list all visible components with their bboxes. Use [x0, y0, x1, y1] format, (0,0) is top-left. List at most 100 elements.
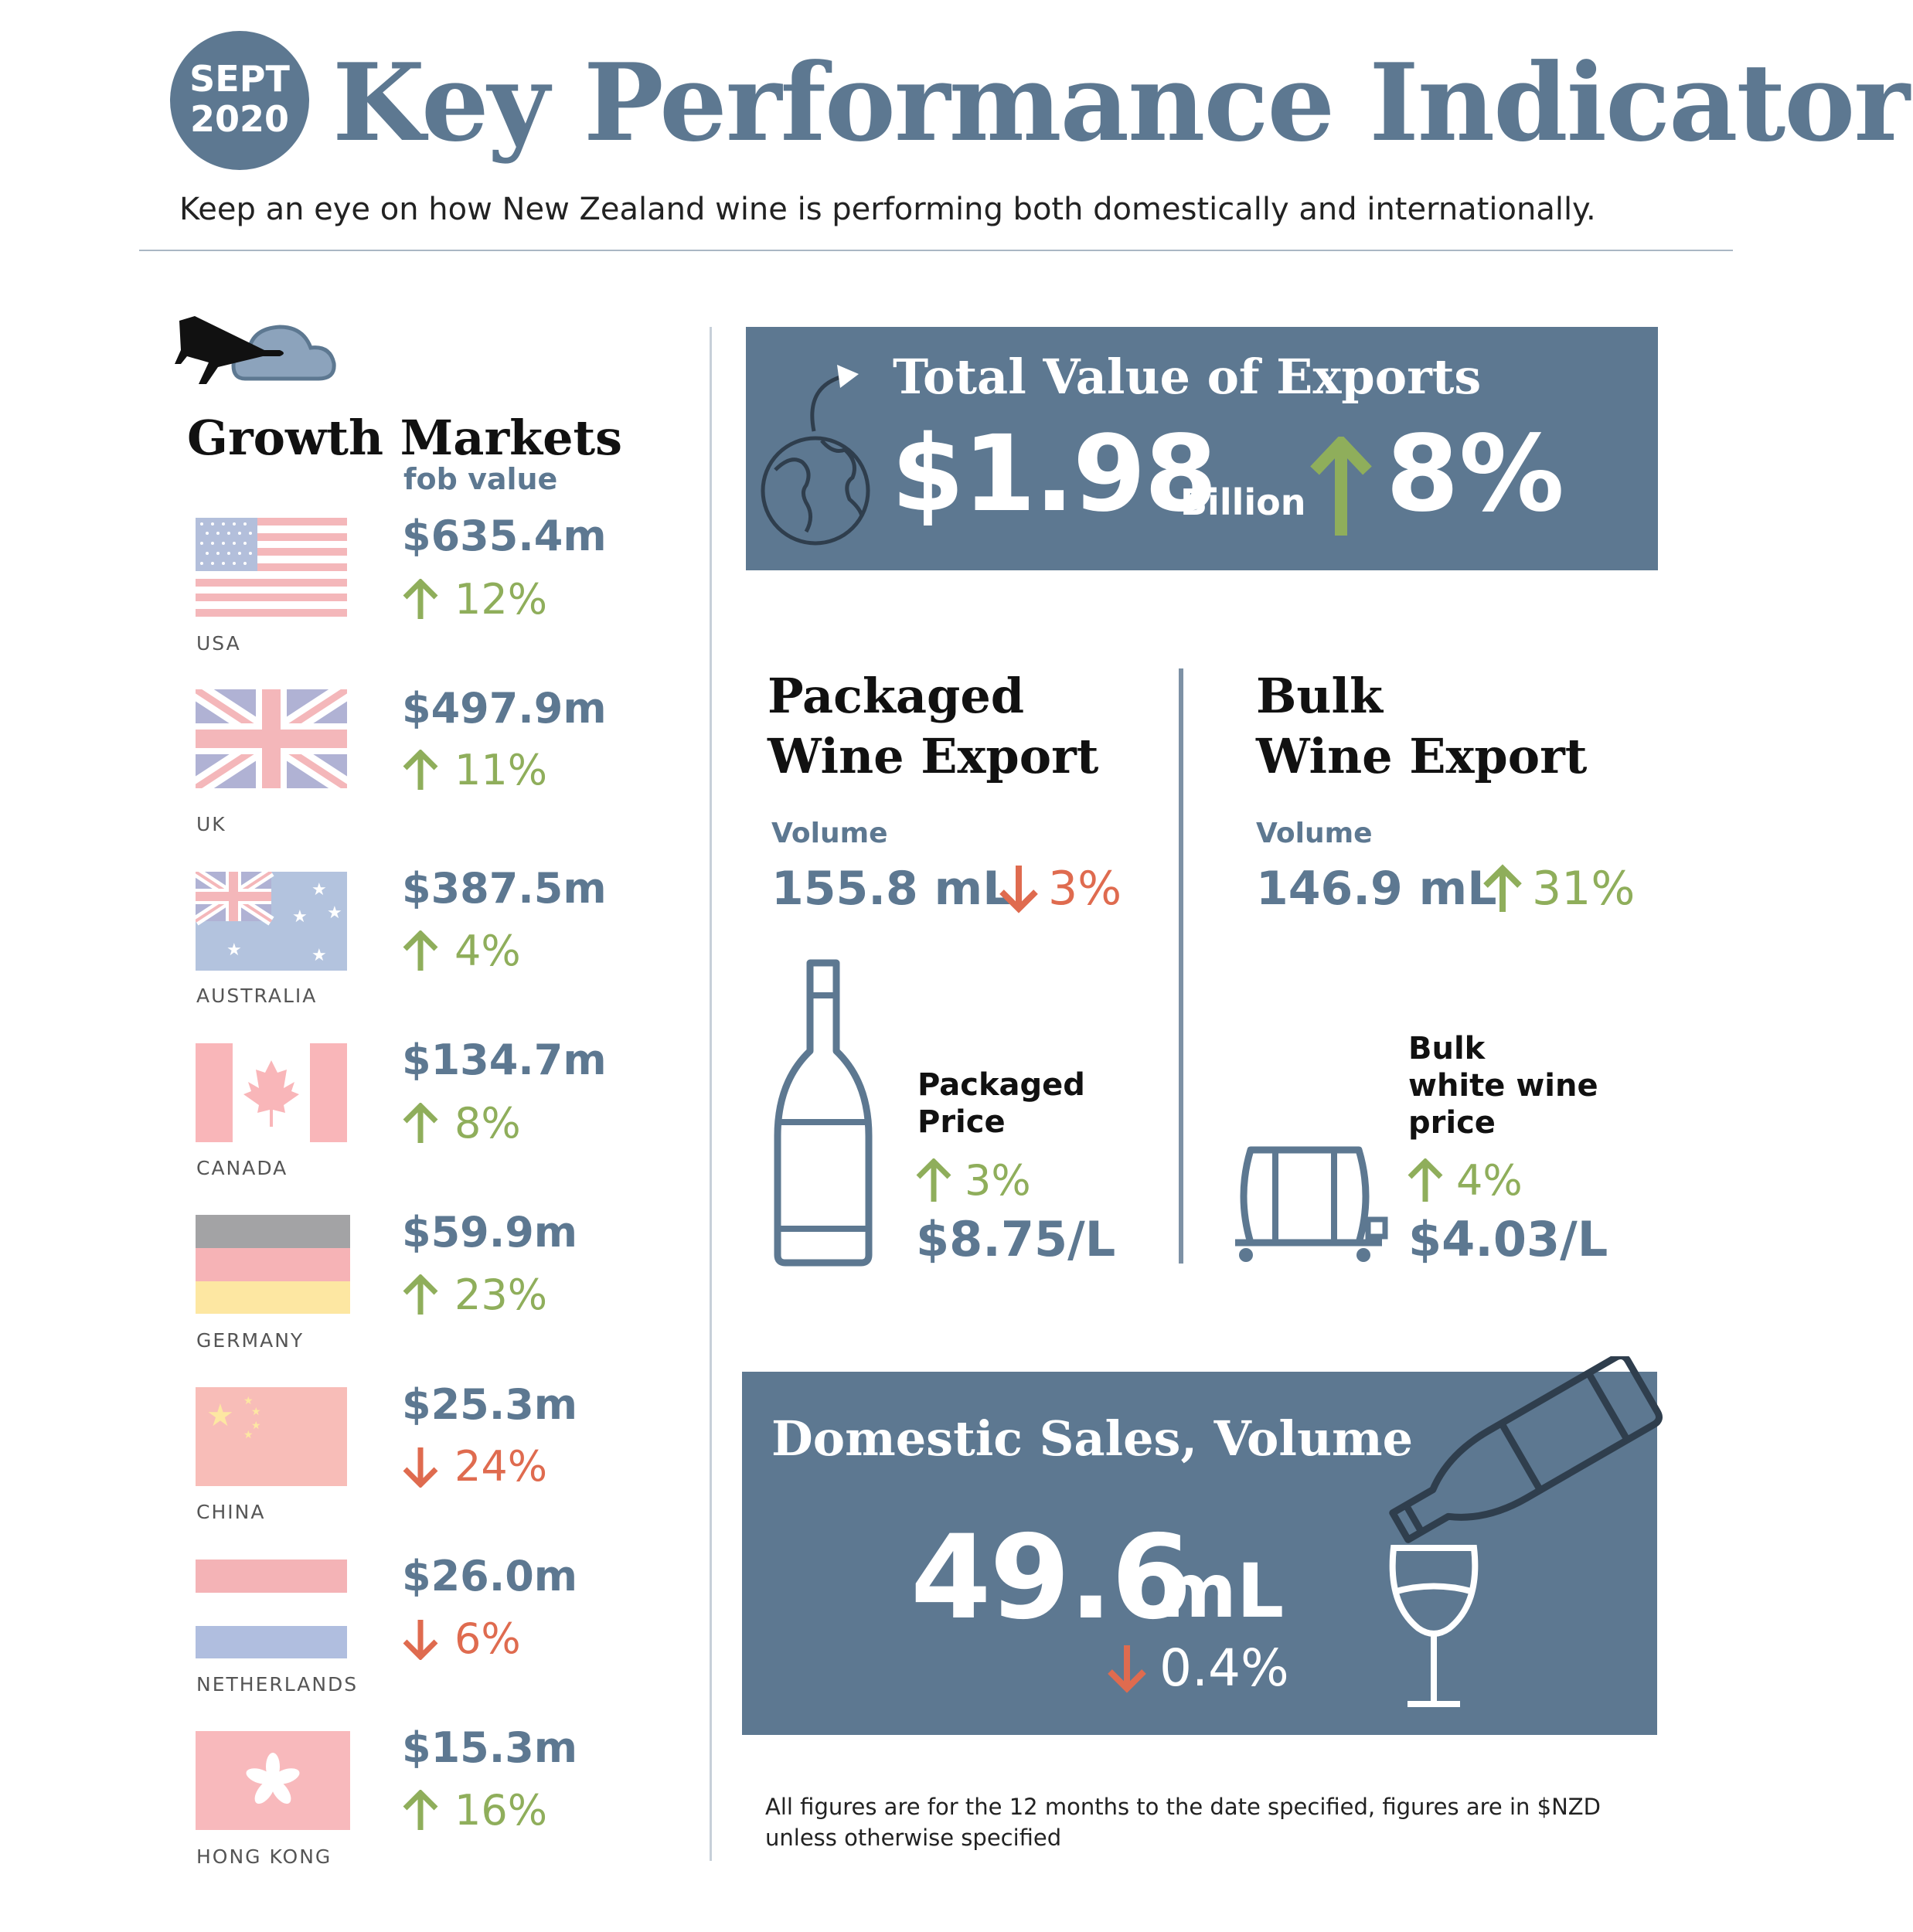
svg-text:★: ★ [311, 946, 327, 965]
market-change-netherlands: 6% [400, 1614, 521, 1663]
packaged-price-change: 3% [914, 1156, 1031, 1205]
domestic-unit: mL [1159, 1548, 1285, 1634]
market-change-australia: 4% [400, 927, 521, 975]
total-exports-panel: Total Value of Exports $1.98 Billion 8% [746, 327, 1658, 570]
bulk-price-label: Bulk white wine price [1408, 1030, 1598, 1141]
country-name-usa: USA [196, 632, 241, 655]
market-change-value: 16% [454, 1786, 548, 1835]
plane-cloud-icon [175, 316, 336, 384]
bulk-title-line1: Bulk [1256, 668, 1383, 724]
packaged-volume-change-value: 3% [1048, 862, 1122, 916]
globe-icon [761, 365, 870, 546]
arrow-up-icon [403, 749, 438, 790]
bulk-price: $4.03/L [1408, 1211, 1608, 1267]
country-name-china: CHINA [196, 1501, 266, 1523]
bulk-price-change: 4% [1405, 1156, 1523, 1205]
arrow-down-icon [403, 1447, 438, 1488]
domestic-value: 49.6 [911, 1511, 1192, 1645]
bulk-volume-label: Volume [1256, 818, 1373, 849]
arrow-up-icon [916, 1158, 951, 1202]
market-change-value: 8% [454, 1099, 521, 1148]
flag-netherlands [196, 1560, 347, 1658]
arrow-up-icon [403, 1789, 438, 1830]
svg-text:★: ★ [243, 1395, 254, 1407]
wine-barrel-icon [1235, 1146, 1388, 1262]
bulk-price-label-line2: white wine [1408, 1068, 1598, 1104]
total-exports-change: 8% [1386, 413, 1564, 536]
market-change-value: 4% [454, 927, 521, 975]
svg-text:★: ★ [311, 880, 327, 900]
packaged-price: $8.75/L [916, 1211, 1116, 1267]
date-badge: SEPT 2020 [170, 31, 309, 170]
svg-text:★: ★ [243, 1429, 254, 1441]
market-change-uk: 11% [400, 746, 547, 794]
domestic-change: 0.4% [1105, 1638, 1289, 1698]
market-change-value: 12% [454, 575, 548, 624]
packaged-price-label-line2: Price [917, 1104, 1006, 1140]
market-change-value: 24% [454, 1442, 548, 1491]
market-change-canada: 8% [400, 1099, 521, 1148]
country-name-canada: CANADA [196, 1157, 288, 1179]
arrow-up-icon [1310, 437, 1372, 536]
arrow-down-icon [999, 866, 1038, 913]
bulk-volume-change-value: 31% [1532, 862, 1636, 916]
bulk-volume: 146.9 mL [1256, 862, 1497, 916]
market-value-canada: $134.7m [402, 1036, 607, 1084]
market-value-hong-kong: $15.3m [402, 1723, 578, 1772]
flag-uk [196, 689, 347, 788]
market-value-china: $25.3m [402, 1380, 578, 1429]
bulk-volume-change: 31% [1481, 862, 1635, 916]
bulk-price-label-line1: Bulk [1408, 1031, 1486, 1066]
flag-australia: ★★★ ★★ [196, 872, 347, 971]
flag-china: ★ ★★ ★★ [196, 1387, 347, 1486]
market-change-germany: 23% [400, 1270, 547, 1319]
packaged-title: Packaged Wine Export [768, 666, 1098, 787]
arrow-up-icon [403, 1102, 438, 1143]
svg-text:★: ★ [327, 903, 342, 923]
svg-text:★: ★ [292, 907, 308, 927]
country-name-australia: AUSTRALIA [196, 985, 318, 1007]
flag-canada [196, 1043, 347, 1142]
market-change-usa: 12% [400, 575, 547, 624]
total-exports-title: Total Value of Exports [893, 349, 1482, 405]
market-change-china: 24% [400, 1442, 547, 1491]
country-name-hong-kong: HONG KONG [196, 1845, 332, 1868]
packaged-volume-label: Volume [771, 818, 888, 849]
footnote: All figures are for the 12 months to the… [765, 1794, 1601, 1851]
market-value-usa: $635.4m [402, 512, 607, 560]
growth-markets-subtitle: fob value [403, 462, 558, 496]
packaged-volume-change: 3% [997, 862, 1122, 916]
arrow-up-icon [403, 578, 438, 619]
arrow-up-icon [403, 930, 438, 971]
market-change-value: 23% [454, 1270, 548, 1319]
page-subtitle: Keep an eye on how New Zealand wine is p… [179, 192, 1596, 227]
packaged-price-change-value: 3% [965, 1156, 1031, 1205]
market-change-hong-kong: 16% [400, 1786, 547, 1835]
svg-text:★: ★ [226, 940, 242, 960]
market-value-netherlands: $26.0m [402, 1552, 578, 1600]
domestic-change-value: 0.4% [1159, 1638, 1289, 1698]
flag-germany [196, 1215, 350, 1314]
svg-text:★: ★ [251, 1420, 261, 1432]
flag-hong-kong [196, 1731, 350, 1830]
arrow-up-icon [1408, 1158, 1443, 1202]
flag-usa [196, 518, 347, 617]
arrow-down-icon [1108, 1645, 1146, 1693]
wine-bottle-icon [774, 959, 873, 1267]
bulk-title: Bulk Wine Export [1256, 666, 1587, 787]
total-exports-unit: Billion [1180, 481, 1306, 523]
bulk-title-line2: Wine Export [1256, 728, 1588, 784]
packaged-price-label-line1: Packaged [917, 1067, 1085, 1103]
domestic-title: Domestic Sales, Volume [771, 1410, 1414, 1467]
country-name-netherlands: NETHERLANDS [196, 1673, 359, 1696]
arrow-down-icon [403, 1619, 438, 1660]
bulk-price-label-line3: price [1408, 1105, 1496, 1141]
arrow-up-icon [403, 1274, 438, 1315]
export-type-divider [1179, 668, 1183, 1264]
svg-text:★: ★ [206, 1398, 234, 1434]
bulk-price-change-value: 4% [1456, 1156, 1523, 1205]
date-year: 2020 [189, 98, 290, 140]
packaged-title-line1: Packaged [768, 668, 1025, 724]
market-value-germany: $59.9m [402, 1208, 578, 1257]
country-name-germany: GERMANY [196, 1329, 305, 1352]
